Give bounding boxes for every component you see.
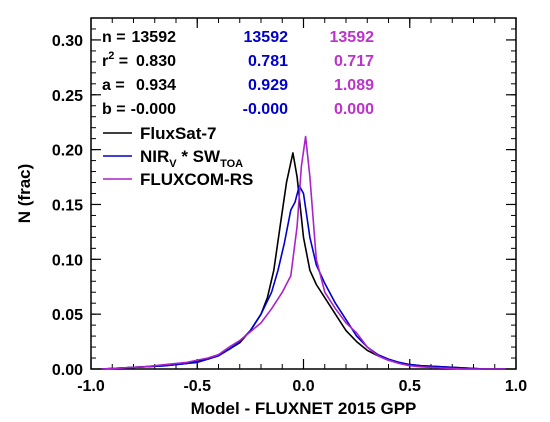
stat-label: n = — [102, 29, 126, 46]
x-tick-label: -0.5 — [183, 378, 211, 395]
x-tick-label: -1.0 — [77, 378, 105, 395]
stat-value: 0.934 — [136, 77, 176, 94]
legend-label-1: NIRV * SWTOA — [140, 147, 243, 170]
y-tick-label: 0.15 — [52, 197, 83, 214]
stat-value: 13592 — [330, 29, 375, 46]
y-tick-label: 0.25 — [52, 88, 83, 105]
y-tick-label: 0.20 — [52, 143, 83, 160]
x-axis-title: Model - FLUXNET 2015 GPP — [191, 399, 417, 418]
stat-value: 0.830 — [136, 53, 176, 70]
legend-label-2: FLUXCOM-RS — [140, 170, 253, 189]
stat-label: a = — [102, 77, 125, 94]
stat-value: 13592 — [244, 29, 289, 46]
x-tick-label: 1.0 — [505, 378, 527, 395]
stat-value: -0.000 — [131, 101, 176, 118]
stat-value: 13592 — [132, 29, 177, 46]
x-tick-label: 0.0 — [292, 378, 314, 395]
stat-value: 0.781 — [248, 53, 288, 70]
stat-value: 1.089 — [334, 77, 374, 94]
y-axis-title: N (frac) — [15, 164, 34, 224]
stat-value: 0.717 — [334, 53, 374, 70]
stat-label: b = — [102, 101, 126, 118]
y-tick-label: 0.00 — [52, 362, 83, 379]
series-line-2 — [101, 135, 506, 370]
y-tick-label: 0.05 — [52, 307, 83, 324]
x-tick-label: 0.5 — [399, 378, 421, 395]
y-tick-label: 0.10 — [52, 252, 83, 269]
y-tick-label: 0.30 — [52, 33, 83, 50]
stat-value: -0.000 — [243, 101, 288, 118]
stat-value: 0.929 — [248, 77, 288, 94]
series-line-1 — [101, 185, 506, 370]
stat-label: r2 = — [102, 50, 128, 70]
legend-label-0: FluxSat-7 — [140, 124, 217, 143]
stat-value: 0.000 — [334, 101, 374, 118]
